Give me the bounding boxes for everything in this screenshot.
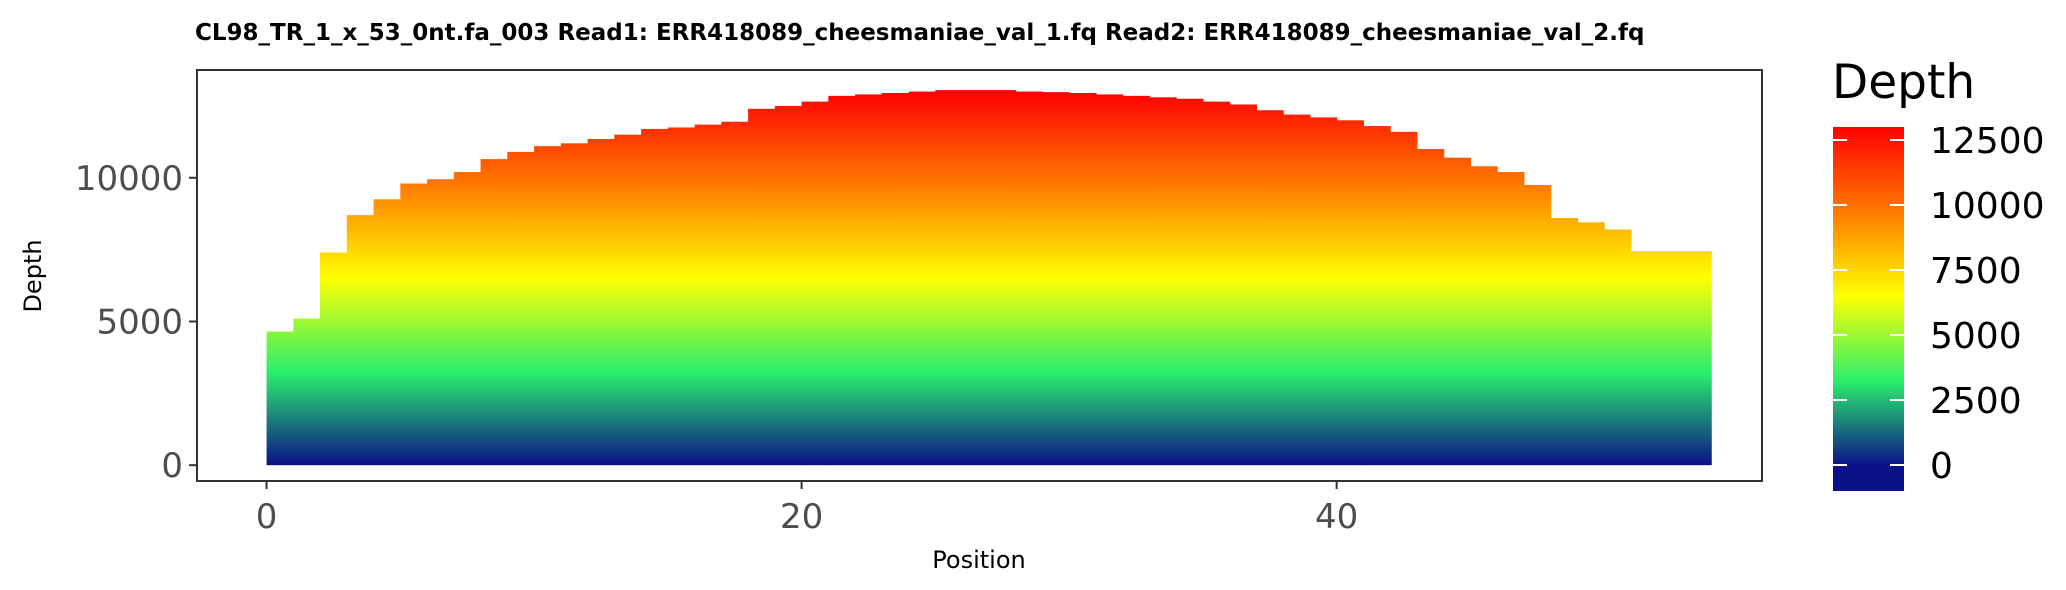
depth-bar (373, 199, 401, 466)
legend-tick-label: 7500 (1930, 251, 2022, 292)
legend-tick-label: 2500 (1930, 381, 2022, 422)
depth-bar (400, 183, 428, 466)
depth-bar (1363, 126, 1391, 466)
legend-title: Depth (1832, 55, 1975, 110)
depth-bar (801, 101, 829, 466)
depth-bar (1069, 92, 1097, 466)
depth-bar (694, 124, 722, 466)
depth-bar (1095, 94, 1124, 466)
depth-bar (1202, 101, 1231, 466)
depth-bar (1176, 98, 1204, 466)
depth-bar (587, 138, 615, 466)
legend: Depth 0 2500 5000 7500 10000 12500 (1832, 55, 2045, 491)
depth-bar (293, 318, 321, 466)
depth-bar (1416, 149, 1445, 466)
depth-bar (1149, 97, 1177, 466)
depth-bar (560, 143, 589, 466)
depth-bar (667, 127, 696, 466)
depth-bar (988, 90, 1017, 466)
x-axis-title: Position (932, 546, 1025, 574)
y-axis: 0 5000 10000 (75, 159, 197, 486)
x-tick-label: 20 (780, 497, 823, 537)
depth-bar (1550, 218, 1579, 466)
depth-bar (721, 121, 749, 466)
depth-bar (855, 94, 883, 466)
legend-tick-label: 10000 (1930, 186, 2045, 227)
depth-bar (507, 151, 535, 466)
depth-bar (534, 146, 562, 466)
depth-bar (1443, 157, 1471, 466)
depth-bar (1577, 222, 1605, 466)
depth-bar (1283, 114, 1311, 466)
y-tick-label: 10000 (75, 159, 183, 199)
depth-bar (266, 331, 294, 466)
depth-bar (962, 90, 990, 466)
y-axis-title: Depth (19, 239, 47, 312)
depth-bar (1042, 92, 1070, 466)
legend-tick-label: 5000 (1930, 316, 2022, 357)
depth-bar (908, 91, 936, 466)
depth-bar (346, 215, 375, 466)
depth-bars (266, 90, 1712, 466)
chart-title: CL98_TR_1_x_53_0nt.fa_003 Read1: ERR4180… (195, 20, 1645, 46)
depth-bar (1015, 91, 1043, 466)
depth-bar (1229, 104, 1257, 466)
depth-bar (1657, 251, 1686, 466)
depth-bar (1336, 120, 1364, 466)
x-tick-label: 40 (1315, 497, 1358, 537)
y-tick-label: 0 (161, 446, 183, 486)
legend-tick-label: 12500 (1930, 121, 2045, 162)
depth-bar (1497, 172, 1525, 466)
depth-bar (1630, 251, 1659, 466)
depth-bar (480, 159, 508, 466)
depth-bar (320, 252, 348, 466)
depth-bar (453, 172, 482, 466)
depth-bar (614, 134, 642, 466)
depth-bar (1309, 117, 1338, 466)
x-axis: 0 20 40 (256, 481, 1358, 537)
depth-bar (774, 105, 803, 466)
depth-bar (881, 92, 910, 466)
legend-colorbar (1833, 127, 1904, 491)
x-tick-label: 0 (256, 497, 278, 537)
depth-bar (1390, 131, 1418, 466)
depth-bar (1470, 166, 1498, 466)
legend-tick-label: 0 (1930, 446, 1953, 487)
depth-bar (1122, 95, 1150, 466)
legend-ticks: 0 2500 5000 7500 10000 12500 (1833, 121, 2045, 487)
depth-bar (1684, 251, 1712, 466)
depth-bar (935, 90, 963, 466)
y-tick-label: 5000 (96, 302, 183, 342)
plot-area (196, 69, 1763, 482)
depth-bar (641, 128, 669, 466)
depth-bar (1604, 229, 1632, 466)
depth-bar (1256, 110, 1284, 466)
depth-bar (427, 179, 455, 466)
depth-bar (1523, 184, 1552, 466)
depth-bar (828, 95, 856, 466)
depth-bar (748, 108, 776, 466)
